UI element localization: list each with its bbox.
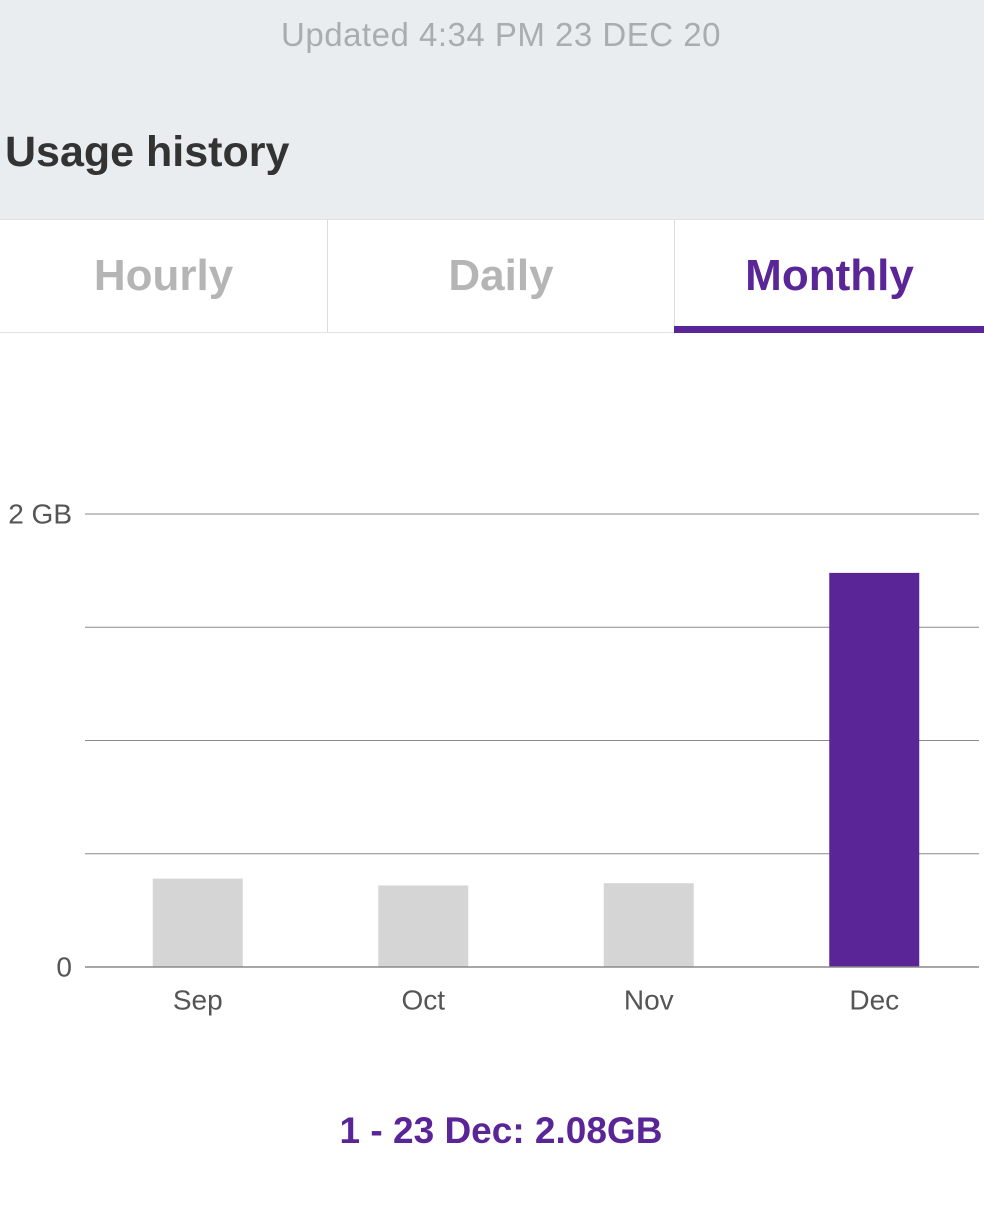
bar-oct	[378, 885, 469, 967]
x-tick-label: Nov	[624, 985, 674, 1016]
bar-sep	[152, 878, 243, 967]
x-tick-label: Oct	[401, 985, 445, 1016]
active-tab-indicator	[674, 326, 984, 333]
tab-bar: Hourly Daily Monthly	[0, 220, 984, 333]
page-title: Usage history	[5, 128, 290, 176]
x-tick-label: Dec	[849, 985, 899, 1016]
bar-nov	[603, 883, 694, 967]
header: Updated 4:34 PM 23 DEC 20 Usage history	[0, 0, 984, 220]
x-tick-label: Sep	[173, 985, 223, 1016]
tab-hourly[interactable]: Hourly	[93, 251, 234, 300]
tab-monthly[interactable]: Monthly	[674, 220, 984, 332]
usage-summary: 1 - 23 Dec: 2.08GB	[339, 1110, 663, 1151]
y-tick-label: 0	[56, 952, 72, 983]
tab-daily[interactable]: Daily	[327, 220, 674, 332]
y-tick-label: 2 GB	[8, 499, 72, 530]
bar-dec	[829, 572, 920, 967]
updated-timestamp: Updated 4:34 PM 23 DEC 20	[281, 16, 721, 53]
